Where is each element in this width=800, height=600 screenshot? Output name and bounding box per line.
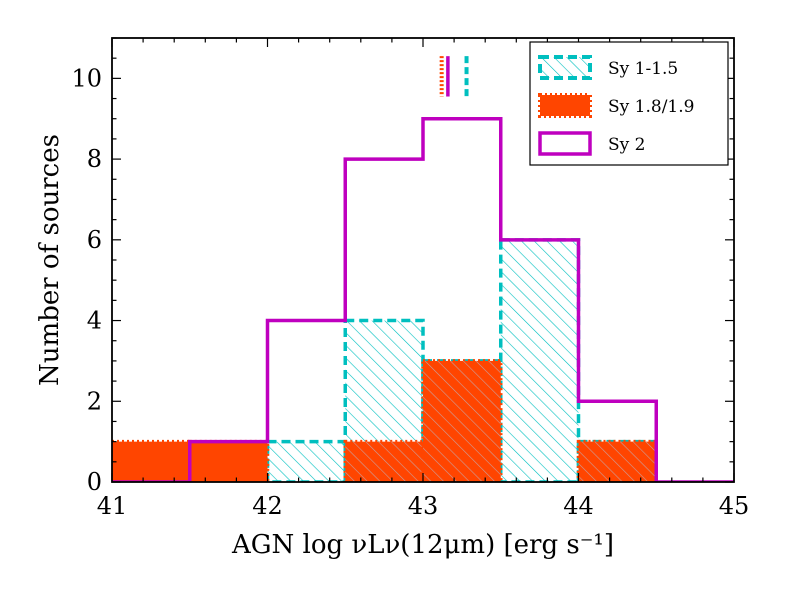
x-tick-label: 41 — [97, 492, 128, 520]
sy2-series — [112, 116, 734, 482]
legend-label-sy18: Sy 1.8/1.9 — [608, 97, 694, 117]
axis-ticks — [111, 37, 735, 483]
legend-label-sy2: Sy 2 — [608, 135, 645, 155]
x-tick-label: 44 — [563, 492, 594, 520]
y-tick-label: 2 — [87, 387, 102, 415]
median-markers — [439, 56, 469, 97]
y-tick-label: 0 — [87, 468, 102, 496]
sy18-bar-overlap-hatch — [423, 360, 501, 482]
y-tick-labels: 0 2 4 6 8 10 — [71, 64, 102, 496]
y-tick-label: 6 — [87, 226, 102, 254]
legend-swatch-sy18 — [538, 93, 592, 118]
y-tick-label: 8 — [87, 145, 102, 173]
x-tick-label: 42 — [252, 492, 283, 520]
sy18-bar — [112, 439, 192, 482]
sy1-bar — [499, 238, 581, 482]
legend-swatch-sy1 — [538, 55, 592, 80]
legend-swatch-sy2 — [538, 131, 592, 156]
legend: Sy 1-1.5 Sy 1.8/1.9 Sy 2 — [529, 41, 729, 166]
x-tick-labels: 41 42 43 44 45 — [97, 492, 750, 520]
sy18-bar-overlap-hatch — [578, 441, 657, 482]
y-tick-label: 4 — [87, 307, 102, 335]
plot-area — [112, 56, 734, 482]
y-axis-label: Number of sources — [35, 134, 65, 386]
sy2-step-line — [112, 116, 734, 482]
sy18-bar — [188, 439, 270, 482]
y-tick-label: 10 — [71, 64, 102, 92]
sy1-bar — [265, 439, 347, 482]
legend-label-sy1: Sy 1-1.5 — [608, 59, 678, 79]
sy18-bar-overlap-hatch — [345, 441, 423, 482]
x-tick-label: 43 — [408, 492, 439, 520]
x-axis-label: AGN log νLν(12μm) [erg s⁻¹] — [231, 530, 614, 560]
x-tick-label: 45 — [719, 492, 750, 520]
